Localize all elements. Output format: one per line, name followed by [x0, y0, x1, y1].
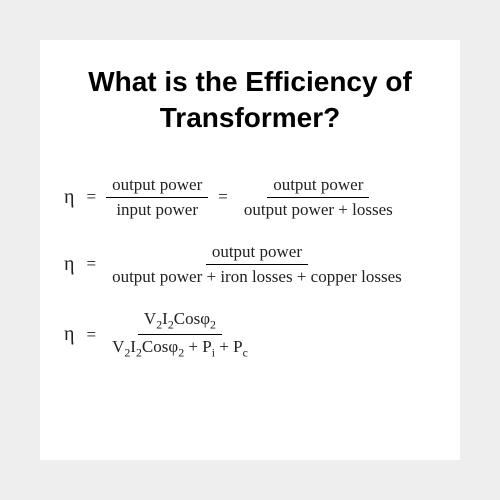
eta-symbol: η — [64, 186, 74, 209]
fraction-1b: output power output power + losses — [238, 173, 399, 222]
eta-symbol: η — [64, 323, 74, 346]
eta-symbol: η — [64, 253, 74, 276]
equals-sign: = — [86, 254, 96, 274]
fraction-2: output power output power + iron losses … — [106, 240, 408, 289]
content-card: What is the Efficiency of Transformer? η… — [40, 40, 460, 460]
equals-sign: = — [218, 187, 228, 207]
equation-row-1: η = output power input power = output po… — [56, 173, 444, 222]
numerator: output power — [206, 240, 308, 265]
fraction-1a: output power input power — [106, 173, 208, 222]
title-line-1: What is the Efficiency of — [88, 66, 412, 97]
denominator: input power — [110, 198, 204, 222]
equals-sign: = — [86, 325, 96, 345]
equation-row-3: η = V2I2Cosφ2 V2I2Cosφ2 + Pi + Pc — [56, 307, 444, 363]
denominator: output power + losses — [238, 198, 399, 222]
denominator: V2I2Cosφ2 + Pi + Pc — [106, 335, 254, 362]
page-title: What is the Efficiency of Transformer? — [56, 64, 444, 137]
numerator: output power — [106, 173, 208, 198]
title-line-2: Transformer? — [160, 102, 341, 133]
numerator: V2I2Cosφ2 — [138, 307, 222, 335]
denominator: output power + iron losses + copper loss… — [106, 265, 408, 289]
numerator: output power — [267, 173, 369, 198]
equals-sign: = — [86, 187, 96, 207]
equation-row-2: η = output power output power + iron los… — [56, 240, 444, 289]
fraction-3: V2I2Cosφ2 V2I2Cosφ2 + Pi + Pc — [106, 307, 254, 363]
